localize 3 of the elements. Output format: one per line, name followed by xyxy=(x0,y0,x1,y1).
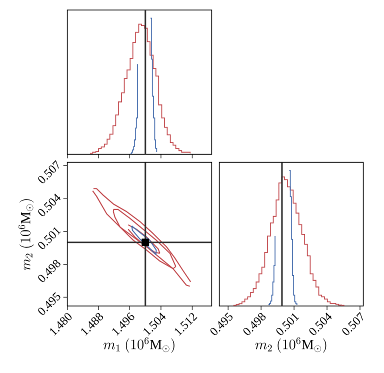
x-axis-title: $m_2\ (10^{6}\mathrm{M}_{\odot})$ xyxy=(255,337,326,353)
x-axis-title: $m_1\ (10^{6}\mathrm{M}_{\odot})$ xyxy=(104,337,174,353)
y-axis-title: $m_2\ (10^{6}\mathrm{M}_{\odot})$ xyxy=(18,199,34,270)
